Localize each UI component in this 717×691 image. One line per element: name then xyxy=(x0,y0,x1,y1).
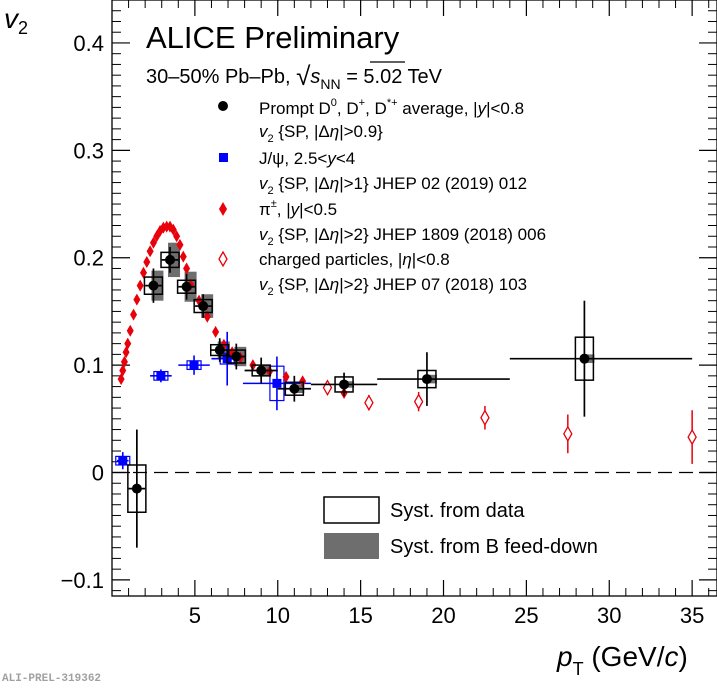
pion-point xyxy=(282,370,290,383)
pion-point xyxy=(124,337,132,350)
y-tick-label: −0.1 xyxy=(61,568,104,593)
pion-point xyxy=(179,250,187,263)
charged-point xyxy=(563,425,573,443)
jpsi-point xyxy=(189,360,199,370)
sqrt-sign: √ xyxy=(296,61,311,91)
x-tick-label: 10 xyxy=(266,603,290,628)
x-tick-label: 15 xyxy=(348,603,372,628)
y-tick-label: 0.3 xyxy=(73,138,104,163)
pion-point xyxy=(136,279,144,292)
dmeson-syst-box xyxy=(334,376,354,393)
charged-point xyxy=(687,428,697,446)
legend-label-d-meson: Prompt D0, D+, D*+ average, |y|<0.8 xyxy=(259,97,524,118)
x-tick-label: 20 xyxy=(431,603,455,628)
dmeson-syst-box xyxy=(127,464,147,513)
energy-value: = 5.02 TeV xyxy=(341,66,443,88)
legend-syst-feeddown-box xyxy=(324,533,379,559)
jpsi-point xyxy=(156,371,166,381)
legend-marker-pion xyxy=(219,202,227,216)
pion-point xyxy=(299,375,307,388)
x-tick-label: 5 xyxy=(189,603,201,628)
pion-point xyxy=(149,236,157,249)
plot-frame xyxy=(111,0,717,597)
dmeson-point xyxy=(289,383,300,394)
y-tick-label: 0 xyxy=(92,461,104,486)
legend-method-jpsi: v2 {SP, |Δη|>1} JHEP 02 (2019) 012 xyxy=(259,174,527,197)
chart-title: ALICE Preliminary xyxy=(146,20,400,55)
legend-method-pion: v2 {SP, |Δη|>2} JHEP 1809 (2018) 006 xyxy=(259,225,546,248)
pion-point xyxy=(183,262,191,275)
dmeson-syst-box xyxy=(160,251,180,269)
pion-point xyxy=(126,324,134,337)
pion-point xyxy=(133,293,141,306)
legend-marker-d-meson xyxy=(218,101,228,111)
y-tick-label: 0.4 xyxy=(73,31,104,56)
dmeson-point xyxy=(198,301,209,312)
dmeson-point xyxy=(339,379,350,390)
legend-method-charged: v2 {SP, |Δη|>2} JHEP 07 (2018) 103 xyxy=(259,275,527,298)
pion-point xyxy=(120,355,128,368)
dmeson-point xyxy=(256,365,267,376)
dmeson-syst-box xyxy=(574,336,595,381)
subtitle-prefix: 30–50% Pb–Pb, xyxy=(146,66,296,88)
dmeson-syst-box xyxy=(193,298,213,314)
sqrt-s-sub: NN xyxy=(320,76,340,92)
pion-point xyxy=(169,223,177,236)
y-tick-label: 0.2 xyxy=(73,246,104,271)
pion-point xyxy=(130,308,138,321)
dmeson-point xyxy=(131,483,142,494)
preliminary-tag: ALI-PREL-319362 xyxy=(2,673,101,685)
x-tick-label: 30 xyxy=(597,603,621,628)
data-markers xyxy=(115,220,697,548)
chart-subtitle: 30–50% Pb–Pb, √sNN = 5.02 TeV xyxy=(146,61,443,92)
dmeson-point xyxy=(421,374,432,385)
dmeson-point xyxy=(579,353,590,364)
dmeson-syst-box xyxy=(251,364,271,377)
sqrt-s: s xyxy=(310,66,320,88)
pion-point xyxy=(139,266,147,279)
jpsi-syst-box xyxy=(269,365,285,402)
legend-marker-charged xyxy=(218,250,228,268)
dmeson-point xyxy=(231,351,242,362)
jpsi-point xyxy=(272,378,282,388)
dmeson-syst-box xyxy=(284,381,305,396)
legend-syst-data-label: Syst. from data xyxy=(390,500,525,522)
x-axis-title: pT (GeV/c) xyxy=(556,641,688,679)
dmeson-point xyxy=(165,254,176,265)
legend-marker-jpsi xyxy=(219,153,228,162)
pion-point xyxy=(143,256,151,269)
dmeson-syst-box xyxy=(417,369,437,389)
dmeson-point xyxy=(148,280,159,291)
pion-point xyxy=(212,325,220,338)
pion-point xyxy=(173,230,181,243)
y-axis-title: v2 xyxy=(4,3,28,38)
dmeson-syst-box xyxy=(176,279,197,294)
jpsi-point xyxy=(118,456,128,466)
pion-point xyxy=(146,245,154,258)
dmeson-point xyxy=(214,345,225,356)
legend-syst-feeddown-label: Syst. from B feed-down xyxy=(390,536,598,558)
y-tick-label: 0.1 xyxy=(73,353,104,378)
dmeson-point xyxy=(181,281,192,292)
charged-point xyxy=(480,409,490,427)
charged-point xyxy=(413,393,424,410)
legend-label-pion: π±, |y|<0.5 xyxy=(259,198,337,219)
legend-method-d-meson: v2 {SP, |Δη|>0.9} xyxy=(259,122,383,145)
pion-point xyxy=(203,310,211,323)
x-tick-label: 25 xyxy=(514,603,538,628)
legend-label-jpsi: J/ψ, 2.5<y<4 xyxy=(259,149,355,168)
legend-label-charged: charged particles, |η|<0.8 xyxy=(259,250,450,269)
dmeson-syst-box xyxy=(226,349,247,364)
legend-syst-data-box xyxy=(323,496,380,524)
x-tick-label: 35 xyxy=(680,603,704,628)
axis-ticks: 5 10 15 20 25 30 35 −0.1 0 0.1 0.2 0.3 0.4 xyxy=(61,0,717,628)
charged-point xyxy=(364,394,374,412)
dmeson-syst-box xyxy=(143,276,164,295)
pion-point xyxy=(176,238,184,251)
legend: Prompt D0, D+, D*+ average, |y|<0.8 v2 {… xyxy=(218,97,598,559)
